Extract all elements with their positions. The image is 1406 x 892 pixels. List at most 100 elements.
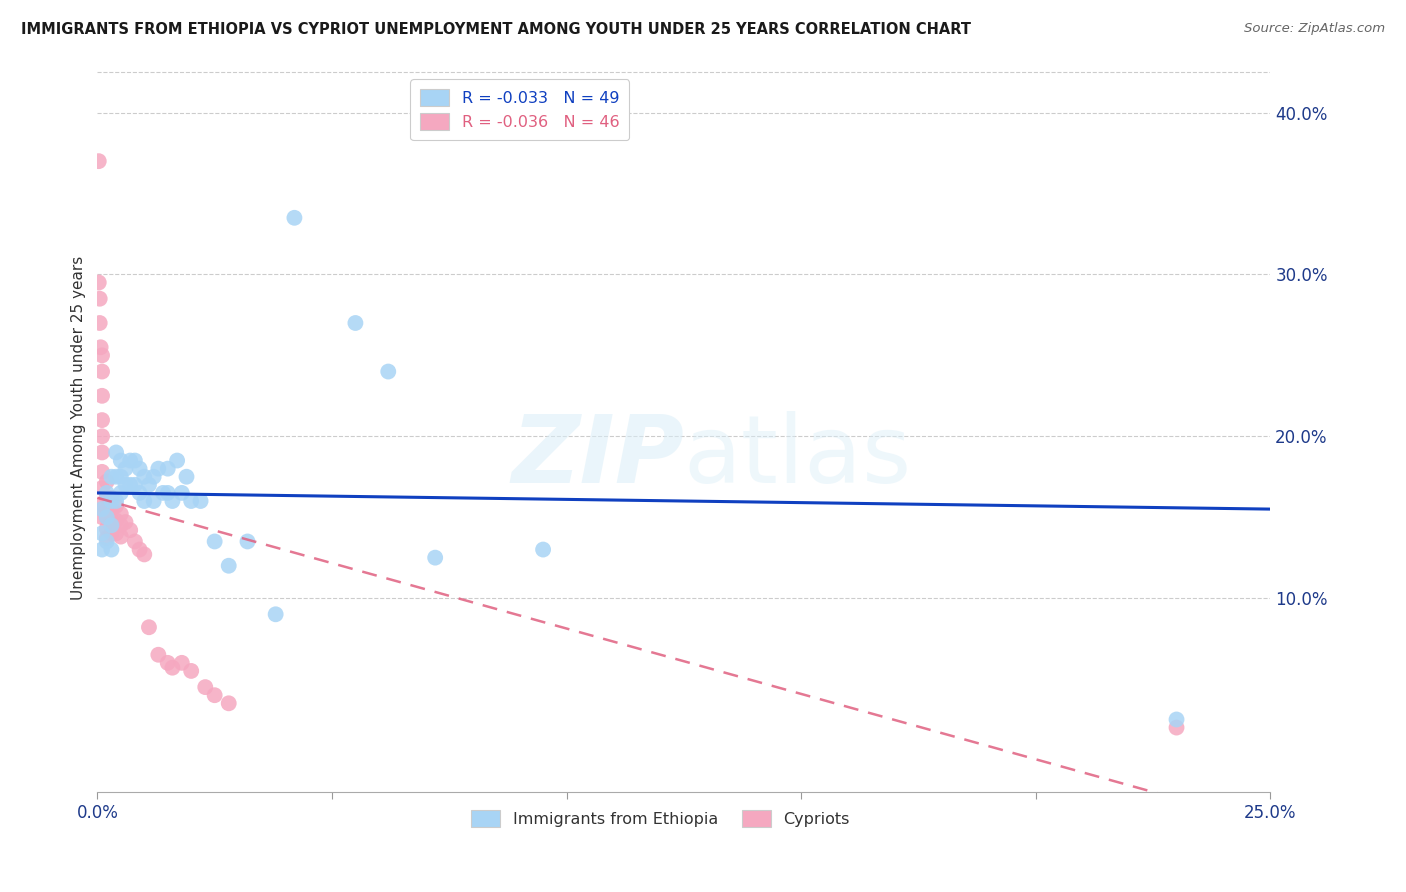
Point: [120, 453, 142, 467]
Point: [96, 502, 118, 516]
Point: [96, 491, 118, 505]
Point: [91, 389, 114, 403]
Point: [162, 494, 184, 508]
Point: [120, 478, 142, 492]
Point: [204, 534, 226, 549]
Point: [100, 518, 122, 533]
Text: ZIP: ZIP: [510, 411, 683, 503]
Point: [134, 494, 156, 508]
Point: [134, 548, 156, 562]
Point: [110, 530, 132, 544]
Point: [194, 680, 217, 694]
Point: [138, 620, 160, 634]
Point: [170, 656, 193, 670]
Point: [114, 515, 136, 529]
Point: [156, 461, 179, 475]
Point: [180, 664, 202, 678]
Point: [110, 518, 132, 533]
Point: [91, 497, 114, 511]
Point: [166, 453, 188, 467]
Point: [105, 526, 128, 541]
Point: [531, 542, 554, 557]
Point: [264, 607, 287, 622]
Point: [204, 688, 226, 702]
Point: [91, 365, 114, 379]
Point: [110, 453, 132, 467]
Legend: Immigrants from Ethiopia, Cypriots: Immigrants from Ethiopia, Cypriots: [463, 802, 858, 835]
Point: [100, 494, 122, 508]
Text: Source: ZipAtlas.com: Source: ZipAtlas.com: [1244, 22, 1385, 36]
Point: [96, 531, 118, 545]
Point: [89, 316, 111, 330]
Point: [100, 513, 122, 527]
Point: [91, 510, 114, 524]
Point: [100, 469, 122, 483]
Point: [91, 348, 114, 362]
Point: [148, 461, 170, 475]
Point: [110, 469, 132, 483]
Point: [100, 491, 122, 505]
Point: [124, 534, 146, 549]
Point: [152, 486, 174, 500]
Point: [91, 413, 114, 427]
Point: [91, 542, 114, 557]
Point: [96, 475, 118, 489]
Point: [114, 478, 136, 492]
Point: [134, 469, 156, 483]
Point: [218, 696, 240, 710]
Point: [91, 526, 114, 541]
Point: [180, 494, 202, 508]
Point: [91, 465, 114, 479]
Point: [105, 469, 128, 483]
Point: [190, 494, 212, 508]
Point: [105, 445, 128, 459]
Point: [91, 481, 114, 495]
Point: [162, 661, 184, 675]
Point: [377, 365, 399, 379]
Point: [236, 534, 259, 549]
Point: [91, 445, 114, 459]
Point: [105, 499, 128, 513]
Point: [120, 523, 142, 537]
Point: [176, 469, 198, 483]
Point: [87, 276, 110, 290]
Point: [138, 478, 160, 492]
Point: [156, 656, 179, 670]
Point: [96, 522, 118, 536]
Point: [218, 558, 240, 573]
Point: [100, 542, 122, 557]
Point: [283, 211, 305, 225]
Point: [96, 486, 118, 500]
Point: [114, 461, 136, 475]
Point: [91, 502, 114, 516]
Point: [1166, 713, 1188, 727]
Point: [1166, 721, 1188, 735]
Point: [89, 292, 111, 306]
Point: [105, 513, 128, 527]
Text: atlas: atlas: [683, 411, 912, 503]
Point: [344, 316, 367, 330]
Point: [142, 469, 165, 483]
Point: [96, 534, 118, 549]
Text: IMMIGRANTS FROM ETHIOPIA VS CYPRIOT UNEMPLOYMENT AMONG YOUTH UNDER 25 YEARS CORR: IMMIGRANTS FROM ETHIOPIA VS CYPRIOT UNEM…: [21, 22, 972, 37]
Point: [87, 154, 110, 169]
Point: [128, 461, 150, 475]
Point: [96, 510, 118, 524]
Point: [100, 526, 122, 541]
Point: [128, 486, 150, 500]
Point: [425, 550, 447, 565]
Point: [100, 502, 122, 516]
Point: [110, 486, 132, 500]
Point: [128, 542, 150, 557]
Point: [148, 648, 170, 662]
Point: [91, 429, 114, 443]
Point: [124, 478, 146, 492]
Y-axis label: Unemployment Among Youth under 25 years: Unemployment Among Youth under 25 years: [72, 256, 86, 600]
Point: [110, 507, 132, 521]
Point: [124, 453, 146, 467]
Point: [142, 494, 165, 508]
Point: [156, 486, 179, 500]
Point: [90, 340, 112, 354]
Point: [105, 494, 128, 508]
Point: [170, 486, 193, 500]
